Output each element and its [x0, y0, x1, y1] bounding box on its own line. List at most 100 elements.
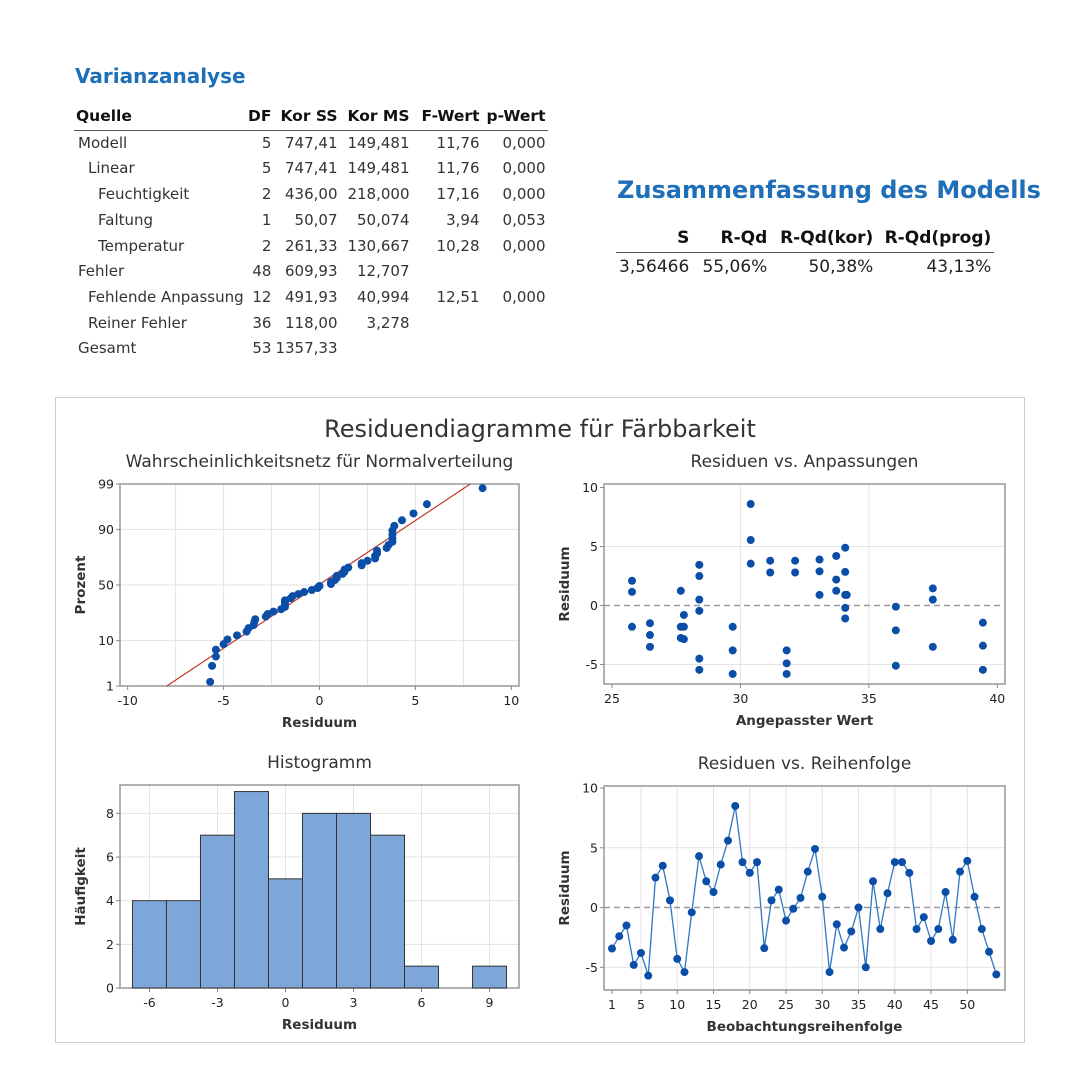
data-point — [478, 484, 487, 493]
data-point — [876, 925, 885, 934]
anova-cell: 218,000 — [347, 185, 410, 204]
y-tick-label: 10 — [582, 781, 598, 796]
anova-cell: 50,07 — [294, 210, 338, 229]
data-point — [985, 947, 994, 956]
anova-cell: 5 — [261, 159, 272, 178]
x-tick-label: 40 — [989, 691, 1005, 706]
y-tick-label: 90 — [98, 522, 114, 537]
data-point — [645, 619, 654, 628]
anova-cell: 436,00 — [285, 185, 338, 204]
data-point — [818, 892, 827, 901]
y-tick-label: 5 — [590, 539, 598, 554]
histogram-bar — [131, 900, 167, 989]
data-point — [363, 556, 372, 565]
data-point — [840, 943, 849, 952]
x-tick-label: 9 — [486, 995, 494, 1010]
y-axis-label: Residuum — [557, 850, 573, 925]
data-point — [927, 937, 936, 946]
data-point — [861, 963, 870, 972]
data-point — [206, 677, 215, 686]
data-point — [695, 572, 704, 581]
anova-cell: 11,76 — [436, 133, 480, 152]
table-row: Linear 5 747,41 149,481 11,76 0,000 — [74, 156, 548, 182]
anova-cell: 118,00 — [285, 313, 338, 332]
x-tick-label: -10 — [117, 693, 137, 708]
anova-cell: 747,41 — [285, 133, 338, 152]
anova-cell: Fehlende Anpassung — [88, 287, 244, 306]
x-tick-label: 3 — [350, 995, 358, 1010]
y-axis-label: Prozent — [73, 555, 89, 614]
data-point — [841, 603, 850, 612]
summary-title: Zusammenfassung des Modells — [617, 176, 1041, 204]
data-point — [898, 858, 907, 867]
data-point — [803, 867, 812, 876]
anova-cell: 0,000 — [502, 185, 546, 204]
data-point — [782, 916, 791, 925]
anova-cell: 3,94 — [446, 210, 480, 229]
data-point — [766, 568, 775, 577]
data-point — [695, 560, 704, 569]
data-point — [963, 856, 972, 865]
x-tick-label: 5 — [411, 693, 419, 708]
data-point — [782, 646, 791, 655]
x-tick-label: 0 — [282, 995, 290, 1010]
anova-cell: 3,278 — [366, 313, 410, 332]
summary-header: S — [616, 224, 693, 253]
summary-value: 50,38% — [808, 257, 874, 277]
x-tick-label: 50 — [959, 997, 975, 1012]
data-point — [390, 521, 399, 530]
x-tick-label: 35 — [861, 691, 877, 706]
chart-title: Residuen vs. Anpassungen — [691, 452, 919, 472]
data-point — [315, 582, 324, 591]
data-point — [687, 908, 696, 917]
data-point — [676, 586, 685, 595]
data-point — [651, 873, 660, 882]
table-row: Fehler 48 609,93 12,707 — [74, 259, 548, 285]
data-point — [745, 868, 754, 877]
y-tick-label: 1 — [106, 679, 114, 694]
anova-header: Kor SS — [273, 104, 340, 131]
anova-cell: 50,074 — [357, 210, 410, 229]
y-tick-label: 2 — [106, 937, 114, 952]
data-point — [644, 971, 653, 980]
anova-cell: 261,33 — [285, 236, 338, 255]
data-point — [422, 500, 431, 509]
data-point — [746, 500, 755, 509]
anova-cell: 0,000 — [502, 236, 546, 255]
summary-value: 3,56466 — [619, 257, 690, 277]
data-point — [723, 836, 732, 845]
anova-cell: 0,000 — [502, 133, 546, 152]
y-tick-label: 0 — [590, 900, 598, 915]
data-point — [815, 567, 824, 576]
anova-header: F-Wert — [411, 104, 482, 131]
data-point — [673, 954, 682, 963]
table-row: Modell 5 747,41 149,481 11,76 0,000 — [74, 130, 548, 156]
y-axis-label: Residuum — [557, 546, 573, 621]
data-point — [746, 559, 755, 568]
anova-cell: 2 — [261, 236, 272, 255]
data-point — [928, 642, 937, 651]
y-tick-label: 99 — [98, 477, 114, 492]
histogram-bar — [336, 812, 372, 989]
data-point — [665, 896, 674, 905]
plot-frame — [603, 785, 1006, 991]
anova-cell: 12,51 — [436, 287, 480, 306]
summary-value: 55,06% — [702, 257, 768, 277]
data-point — [728, 646, 737, 655]
data-point — [869, 877, 878, 886]
data-point — [978, 665, 987, 674]
data-point — [636, 948, 645, 957]
data-point — [891, 602, 900, 611]
data-point — [782, 669, 791, 678]
data-point — [223, 635, 232, 644]
x-tick-label: 25 — [604, 691, 620, 706]
data-point — [891, 661, 900, 670]
x-tick-label: 6 — [418, 995, 426, 1010]
anova-cell: 747,41 — [285, 159, 338, 178]
anova-cell: 40,994 — [357, 287, 410, 306]
data-point — [695, 606, 704, 615]
histogram-bar — [199, 834, 235, 989]
data-point — [928, 584, 937, 593]
data-point — [941, 888, 950, 897]
